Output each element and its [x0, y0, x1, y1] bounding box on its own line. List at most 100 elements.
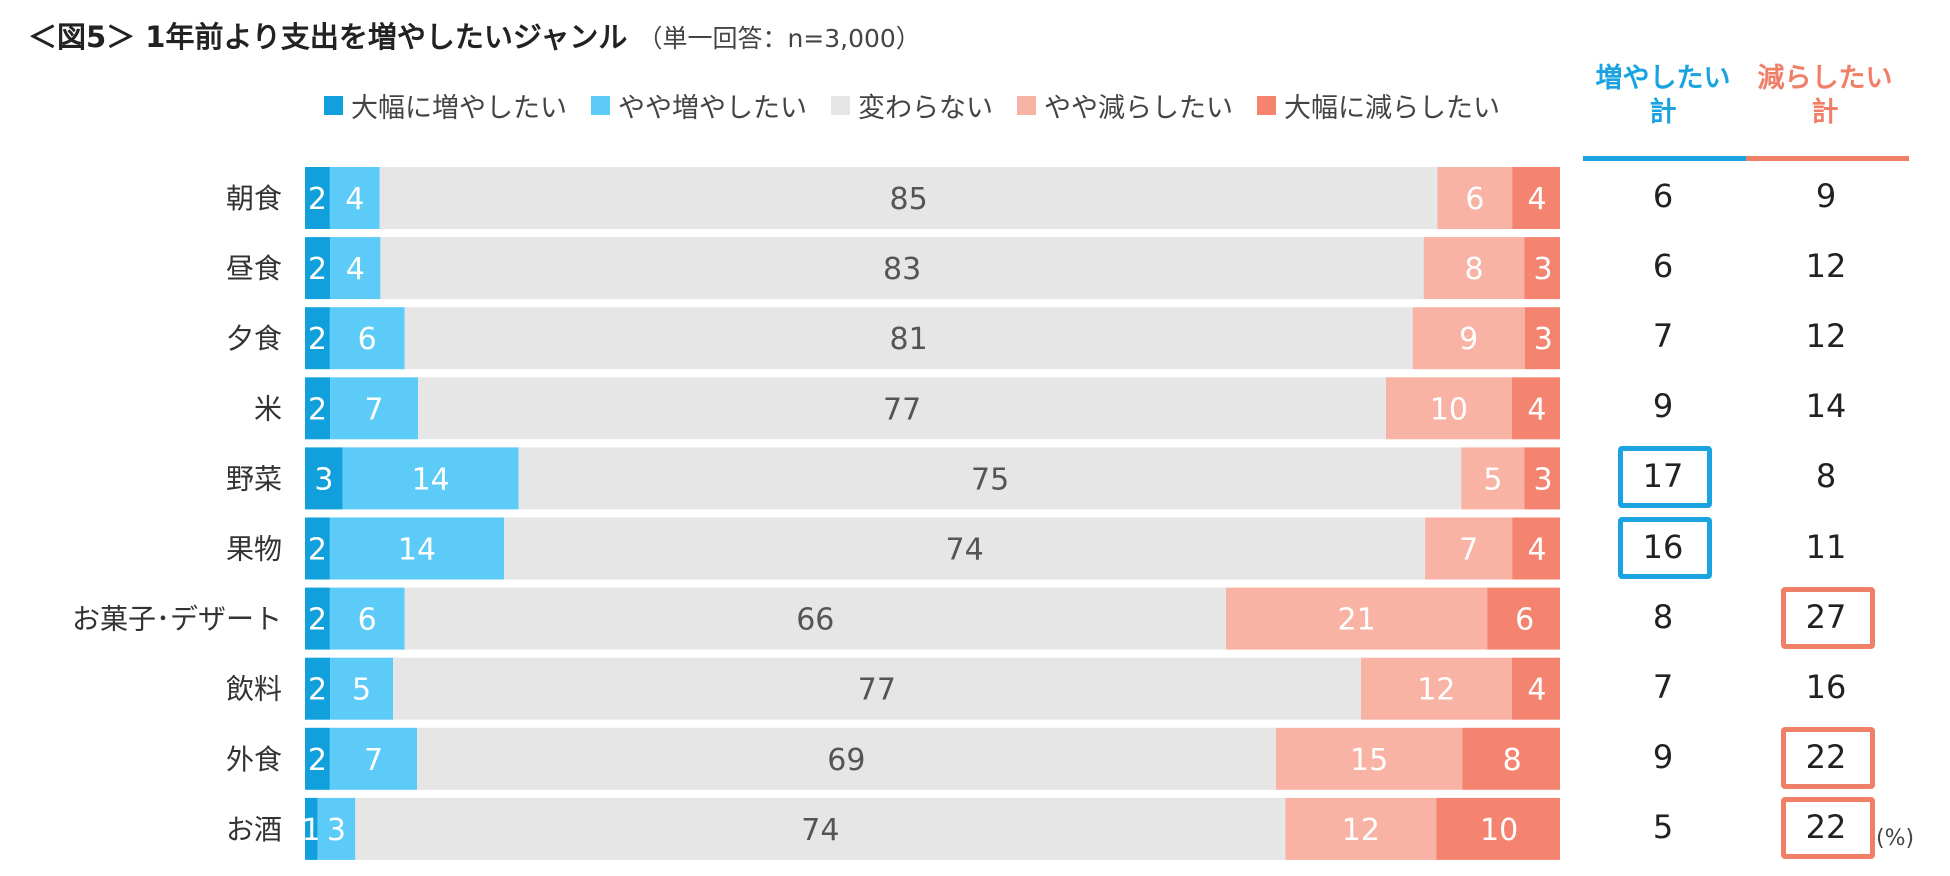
data-label: 6: [358, 322, 377, 357]
category-label: 外食: [226, 743, 282, 776]
data-label: 9: [1459, 322, 1478, 357]
legend-item-0: 大幅に増やしたい: [324, 86, 567, 125]
increase-total-value: 8: [1652, 597, 1674, 636]
bar-segment: [329, 167, 380, 229]
bar-segment: [380, 237, 1424, 300]
legend-label: やや減らしたい: [1044, 93, 1233, 124]
bar-segment: [1461, 447, 1525, 510]
category-label: 夕食: [226, 322, 282, 355]
increase-total-value: 6: [1652, 177, 1674, 215]
decrease-header-underline: [1746, 156, 1909, 161]
bar-segment: [1524, 307, 1560, 370]
legend-swatch: [1017, 96, 1036, 115]
stacked-bar-chart: 朝食 2 4 85 6 4昼食 2 4 83 8 3夕食 2 6 81 9 3米 2 7 77 10 4野菜 3 14 75 5…: [72, 167, 1560, 860]
bar-segment: [305, 517, 330, 580]
data-label: 6: [1465, 182, 1484, 217]
legend-label: 大幅に増やしたい: [351, 93, 567, 124]
category-label: 昼食: [226, 252, 282, 285]
bar-segment: [317, 797, 356, 860]
decrease-total-value: 8: [1815, 457, 1837, 496]
bar-segment: [329, 587, 405, 650]
legend-swatch: [831, 96, 850, 115]
increase-total-value: 9: [1652, 387, 1674, 426]
bar-segment: [305, 377, 331, 440]
category-label: 飲料: [226, 673, 282, 706]
increase-total-value: 7: [1652, 317, 1674, 356]
increase-total-header: 増やしたい計: [1595, 63, 1731, 128]
data-label: 2: [308, 533, 327, 568]
bar-segment: [1436, 797, 1560, 860]
bar-segment: [329, 727, 417, 790]
bar-segment: [1226, 587, 1488, 650]
highlight-box: [1618, 516, 1712, 579]
data-label: 7: [1459, 533, 1478, 568]
increase-total-value: 17: [1642, 457, 1684, 496]
bar-segment: [393, 657, 1361, 720]
highlight-box: [1618, 446, 1712, 509]
bar-segment: [417, 727, 1276, 790]
bar-segment: [1511, 657, 1560, 720]
bar-segment: [1412, 307, 1525, 370]
data-label: 2: [308, 322, 327, 357]
bar-segment: [329, 517, 505, 580]
decrease-total-value: 12: [1805, 247, 1847, 286]
data-label: 4: [1527, 392, 1546, 427]
decrease-total-header: 減らしたい計: [1757, 63, 1893, 128]
increase-header-underline: [1583, 156, 1746, 161]
bar-segment: [1512, 517, 1560, 580]
bar-segment: [330, 657, 393, 720]
legend-swatch: [591, 96, 610, 115]
increase-total-value: 9: [1652, 737, 1674, 776]
bar-segment: [1437, 167, 1513, 229]
data-label: 2: [308, 252, 327, 287]
decrease-total-value: 27: [1805, 597, 1847, 636]
bar-segment: [1285, 797, 1437, 860]
data-label: 4: [1528, 533, 1547, 568]
bar-segment: [305, 167, 330, 229]
category-label: 野菜: [226, 462, 282, 495]
data-label: 6: [358, 603, 377, 638]
bar-segment: [1524, 237, 1560, 300]
category-label: 朝食: [226, 182, 282, 215]
highlight-box: [1781, 726, 1875, 789]
bar-segment: [305, 727, 330, 790]
bar-segment: [1487, 587, 1560, 650]
bar-segment: [305, 657, 331, 720]
data-label: 4: [1528, 182, 1547, 217]
data-label: 7: [365, 392, 384, 427]
data-label: 15: [1350, 743, 1388, 778]
legend-item-3: やや減らしたい: [1017, 86, 1233, 125]
bar-segment: [1512, 167, 1560, 229]
data-label: 77: [883, 392, 921, 427]
increase-total-value: 7: [1652, 667, 1674, 706]
decrease-total-value: 22: [1805, 807, 1847, 846]
data-label: 8: [1503, 743, 1522, 778]
highlight-box: [1781, 586, 1875, 649]
data-label: 2: [308, 392, 327, 427]
bar-segment: [305, 447, 343, 510]
data-label: 10: [1430, 392, 1468, 427]
bar-segment: [1423, 237, 1525, 300]
bar-segment: [518, 447, 1462, 510]
decrease-total-value: 16: [1805, 667, 1847, 706]
title-text: ＜図5＞ 1年前より支出を増やしたいジャンル: [28, 20, 628, 54]
unit-label: (%): [1876, 826, 1915, 851]
data-label: 14: [412, 462, 450, 497]
bar-segment: [330, 237, 381, 300]
data-label: 2: [308, 603, 327, 638]
decrease-total-value: 22: [1805, 737, 1847, 776]
data-label: 10: [1480, 813, 1518, 848]
legend-label: 変わらない: [858, 93, 993, 124]
bar-segment: [1511, 377, 1560, 440]
decrease-total-value: 12: [1805, 317, 1847, 356]
bar-segment: [1524, 447, 1560, 510]
bar-segment: [404, 587, 1227, 650]
data-label: 12: [1342, 813, 1380, 848]
chart-title: ＜図5＞ 1年前より支出を増やしたいジャンル （単一回答：n=3,000）: [28, 14, 921, 56]
data-label: 5: [352, 673, 371, 708]
data-label: 6: [1515, 603, 1534, 638]
bar-segment: [1425, 517, 1513, 580]
decrease-total-value: 9: [1815, 177, 1837, 215]
highlight-box: [1781, 796, 1875, 859]
bar-segment: [355, 797, 1286, 860]
